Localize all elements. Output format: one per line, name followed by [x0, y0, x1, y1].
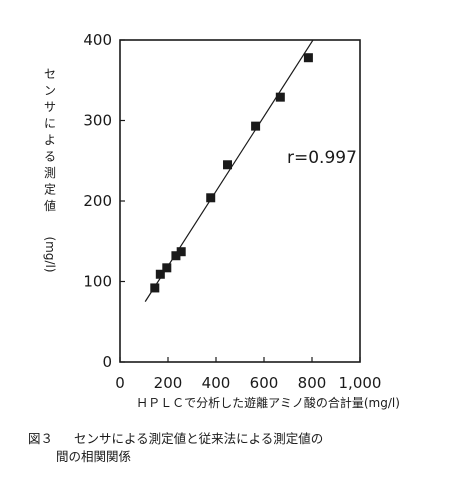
x-tick-label-3: 600 — [250, 374, 279, 392]
y-tick-label-2: 200 — [83, 192, 112, 210]
y-tick-label-4: 400 — [83, 31, 112, 49]
x-tick-label-2: 400 — [202, 374, 231, 392]
data-point-9 — [275, 92, 285, 102]
plot-area — [119, 39, 361, 363]
x-axis-title: ＨＰＬＣで分析した遊離アミノ酸の合計量(mg/l) — [136, 395, 400, 410]
y-tick-label-0: 0 — [102, 353, 112, 371]
caption-line-1: 図３ センサによる測定値と従来法による測定値の — [28, 430, 323, 448]
figure-caption: 図３ センサによる測定値と従来法による測定値の 間の相関関係 — [28, 430, 323, 466]
correlation-annotation: r=0.997 — [287, 148, 357, 168]
data-point-8 — [251, 121, 261, 131]
y-title-char-8: 値 — [44, 198, 56, 213]
data-point-2 — [155, 269, 165, 279]
data-point-3 — [162, 263, 172, 273]
x-tick-label-0: 0 — [115, 374, 125, 392]
data-point-4 — [171, 251, 181, 261]
data-point-5 — [176, 247, 186, 257]
figure-label: 図３ — [28, 431, 54, 446]
x-tick-label-1: 200 — [154, 374, 183, 392]
y-tick-label-1: 100 — [83, 273, 112, 291]
y-title-char-4: よ — [44, 133, 56, 147]
y-tick-label-3: 300 — [83, 112, 112, 130]
y-title-unit: (mg/l) — [43, 236, 57, 272]
y-title-char-0: セ — [44, 67, 56, 81]
data-point-7 — [223, 160, 233, 170]
x-axis-ticks: 0 200 400 600 800 1,000 — [115, 357, 381, 392]
data-point-10 — [303, 53, 313, 63]
caption-line-2: 間の相関関係 — [56, 449, 132, 464]
y-title-char-7: 定 — [44, 182, 56, 197]
x-tick-label-4: 800 — [298, 374, 327, 392]
scatter-chart: 0 200 400 600 800 1,000 0 100 200 300 400 r=0.997… — [43, 31, 400, 410]
data-point-1 — [150, 283, 160, 293]
data-point-6 — [206, 193, 216, 203]
caption-text-1: センサによる測定値と従来法による測定値の — [74, 431, 324, 446]
y-title-char-5: る — [44, 150, 56, 164]
y-title-char-2: サ — [44, 100, 56, 114]
y-title-char-1: ン — [44, 84, 56, 98]
y-axis-title: センサによる測定値 (mg/l) — [43, 67, 57, 273]
y-title-char-3: に — [44, 117, 56, 131]
y-title-char-6: 測 — [44, 166, 56, 180]
y-axis-ticks: 0 100 200 300 400 — [83, 31, 125, 371]
data-points — [150, 53, 313, 293]
plot-border — [119, 39, 361, 363]
x-tick-label-5: 1,000 — [339, 374, 382, 392]
